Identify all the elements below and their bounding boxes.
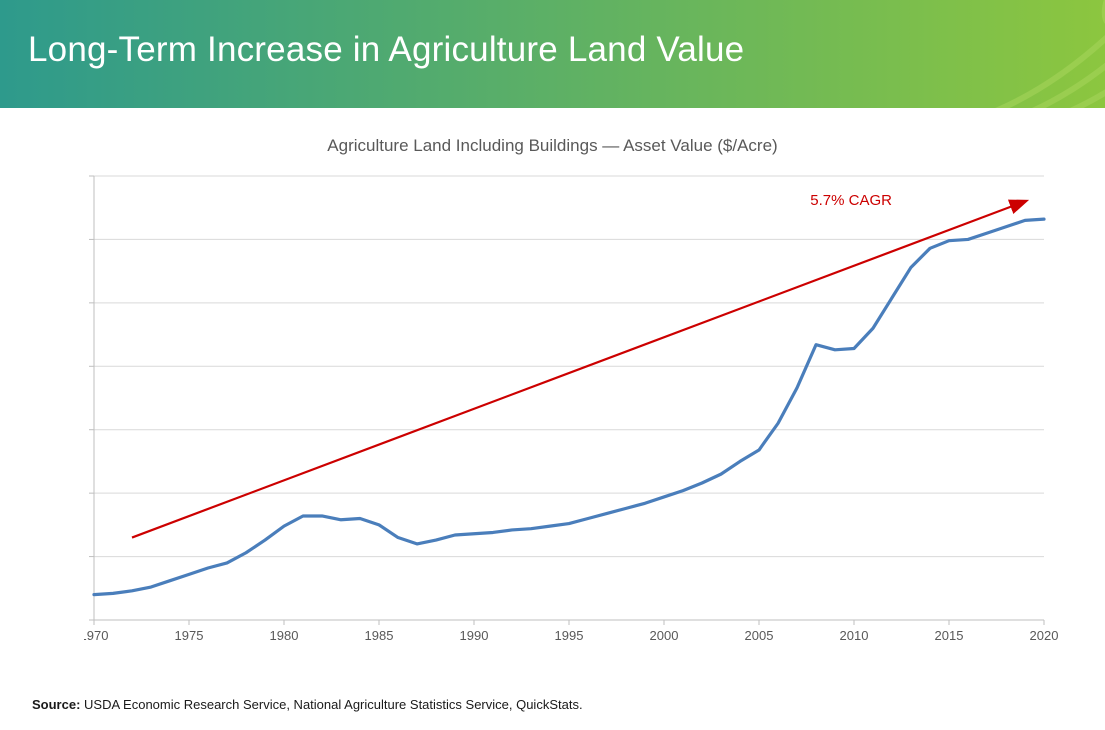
source-prefix: Source: <box>32 697 80 712</box>
x-tick-label: 2010 <box>840 628 869 643</box>
trend-line <box>132 201 1025 537</box>
x-tick-label: 2015 <box>935 628 964 643</box>
x-tick-label: 1980 <box>270 628 299 643</box>
x-tick-label: 1995 <box>555 628 584 643</box>
slide-header: Long-Term Increase in Agriculture Land V… <box>0 0 1105 108</box>
x-tick-label: 1970 <box>84 628 108 643</box>
source-text: USDA Economic Research Service, National… <box>84 697 583 712</box>
x-tick-label: 1985 <box>365 628 394 643</box>
x-tick-label: 2020 <box>1030 628 1059 643</box>
chart-title: Agriculture Land Including Buildings — A… <box>32 136 1073 156</box>
slide-title: Long-Term Increase in Agriculture Land V… <box>28 30 744 70</box>
series-line-land_value <box>94 219 1044 594</box>
x-tick-label: 2005 <box>745 628 774 643</box>
x-tick-label: 1990 <box>460 628 489 643</box>
cagr-annotation: 5.7% CAGR <box>810 192 892 209</box>
x-tick-label: 1975 <box>175 628 204 643</box>
chart-container: Agriculture Land Including Buildings — A… <box>32 130 1073 690</box>
chart-plot-area: $0$500$1,000$1,500$2,000$2,500$3,000$3,5… <box>84 160 1062 650</box>
chart-svg: $0$500$1,000$1,500$2,000$2,500$3,000$3,5… <box>84 160 1062 650</box>
x-tick-label: 2000 <box>650 628 679 643</box>
source-citation: Source: USDA Economic Research Service, … <box>32 697 583 712</box>
